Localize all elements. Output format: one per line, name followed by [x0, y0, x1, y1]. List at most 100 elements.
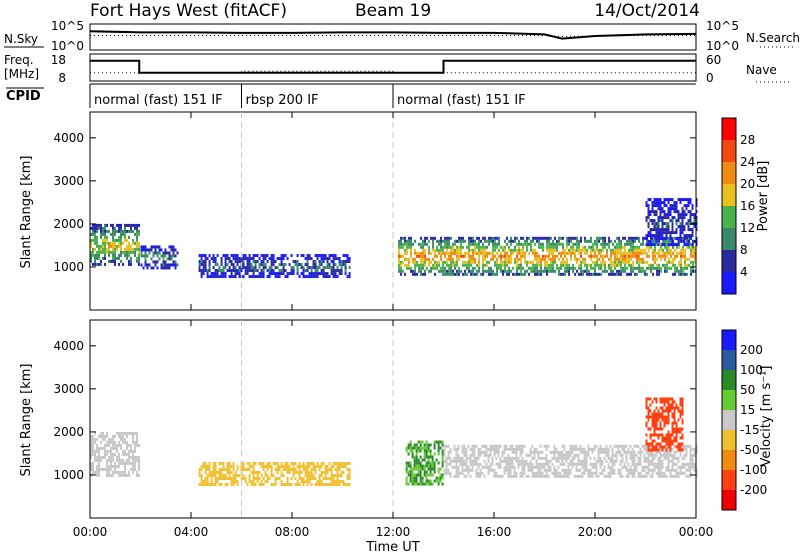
power-echo-cell: [338, 269, 341, 273]
velocity-echo-cell: [208, 468, 211, 472]
velocity-echo-cell: [106, 461, 108, 465]
velocity-echo-cell: [106, 470, 108, 474]
power-echo-cell: [254, 266, 257, 270]
power-echo-cell: [667, 228, 670, 232]
power-echo-cell: [518, 239, 521, 243]
power-echo-cell: [412, 260, 415, 264]
velocity-echo-cell: [429, 449, 432, 453]
power-echo-cell: [258, 263, 261, 267]
velocity-echo-cell: [232, 480, 235, 484]
power-echo-cell: [446, 242, 449, 246]
power-echo-cell: [657, 204, 660, 208]
velocity-echo-cell: [130, 467, 132, 471]
velocity-echo-cell: [409, 479, 412, 483]
power-echo-cell: [691, 234, 694, 238]
power-echo-cell: [566, 251, 569, 255]
velocity-echo-cell: [346, 468, 349, 472]
power-echo-cell: [458, 236, 461, 240]
velocity-echo-cell: [663, 409, 666, 413]
power-echo-cell: [560, 266, 563, 270]
velocity-echo-cell: [649, 409, 652, 413]
velocity-echo-cell: [649, 448, 652, 452]
velocity-echo-cell: [653, 456, 656, 460]
power-echo-cell: [671, 240, 674, 244]
power-echo-cell: [324, 257, 327, 261]
power-echo-cell: [330, 272, 333, 276]
power-echo-cell: [620, 248, 623, 252]
power-echo-cell: [542, 248, 545, 252]
velocity-echo-cell: [427, 464, 430, 468]
power-echo-cell: [128, 244, 130, 248]
velocity-echo-cell: [679, 436, 682, 440]
power-echo-cell: [534, 236, 537, 240]
velocity-echo-cell: [517, 456, 520, 460]
y-tick-label: 3000: [53, 174, 84, 188]
velocity-echo-cell: [543, 465, 546, 469]
x-tick-label: 12:00: [376, 525, 411, 539]
power-echo-cell: [663, 198, 666, 202]
power-echo-cell: [661, 222, 664, 226]
velocity-echo-cell: [134, 449, 136, 453]
power-echo-cell: [694, 245, 697, 249]
velocity-echo-cell: [128, 449, 130, 453]
power-echo-cell: [98, 247, 100, 251]
velocity-echo-cell: [328, 462, 331, 466]
velocity-echo-cell: [212, 483, 215, 487]
power-echo-cell: [622, 260, 625, 264]
velocity-echo-cell: [220, 477, 223, 481]
velocity-echo-cell: [437, 452, 440, 456]
velocity-echo-cell: [98, 446, 100, 450]
power-echo-cell: [677, 216, 680, 220]
power-echo-cell: [104, 241, 106, 245]
velocity-echo-cell: [421, 446, 424, 450]
velocity-echo-cell: [302, 465, 305, 469]
power-echo-cell: [566, 245, 569, 249]
power-echo-cell: [232, 266, 235, 270]
power-echo-cell: [510, 260, 513, 264]
velocity-echo-cell: [332, 477, 335, 481]
power-echo-cell: [100, 235, 102, 239]
velocity-echo-cell: [615, 459, 618, 463]
velocity-echo-cell: [342, 483, 345, 487]
velocity-echo-cell: [497, 474, 500, 478]
power-echo-cell: [414, 260, 417, 264]
power-echo-cell: [556, 242, 559, 246]
power-echo-cell: [520, 257, 523, 261]
power-echo-cell: [560, 251, 563, 255]
power-echo-cell: [488, 260, 491, 264]
power-echo-cell: [138, 259, 140, 263]
power-echo-cell: [242, 260, 245, 264]
power-echo-cell: [584, 257, 587, 261]
power-echo-cell: [278, 257, 281, 261]
velocity-echo-cell: [483, 444, 486, 448]
velocity-echo-cell: [427, 449, 430, 453]
velocity-echo-cell: [202, 462, 205, 466]
velocity-echo-cell: [270, 471, 273, 475]
velocity-echo-cell: [655, 406, 658, 410]
velocity-echo-cell: [94, 440, 96, 444]
power-echo-cell: [689, 201, 692, 205]
power-echo-cell: [464, 260, 467, 264]
velocity-echo-cell: [557, 465, 560, 469]
power-echo-cell: [546, 245, 549, 249]
power-echo-cell: [454, 266, 457, 270]
power-echo-cell: [414, 272, 417, 276]
velocity-echo-cell: [509, 456, 512, 460]
velocity-echo-cell: [449, 450, 452, 454]
power-echo-cell: [516, 257, 519, 261]
power-echo-cell: [675, 204, 678, 208]
velocity-echo-cell: [489, 462, 492, 466]
velocity-echo-cell: [334, 462, 337, 466]
velocity-echo-cell: [260, 483, 263, 487]
power-echo-cell: [482, 257, 485, 261]
power-echo-cell: [598, 272, 601, 276]
velocity-echo-cell: [455, 471, 458, 475]
power-echo-cell: [691, 231, 694, 235]
power-echo-cell: [546, 236, 549, 240]
power-echo-cell: [688, 263, 691, 267]
power-echo-cell: [645, 201, 648, 205]
velocity-echo-cell: [425, 455, 428, 459]
power-echo-cell: [536, 236, 539, 240]
power-echo-cell: [276, 275, 279, 279]
power-echo-cell: [618, 263, 621, 267]
